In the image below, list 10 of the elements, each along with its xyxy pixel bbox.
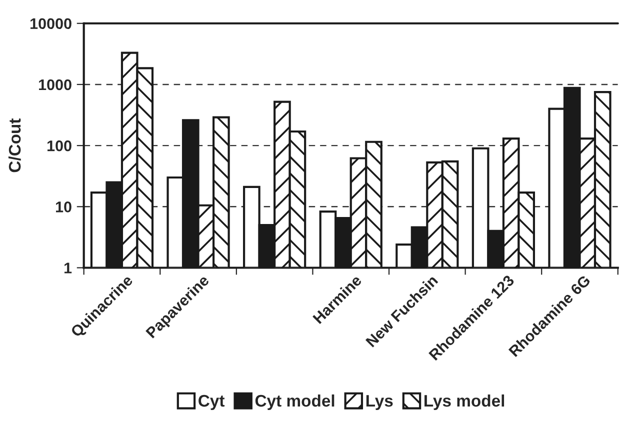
legend-label: Lys (366, 395, 393, 410)
y-axis-title: C/Cout (8, 118, 21, 172)
legend-label: Cyt (198, 394, 225, 410)
y-tick-label: 1 (64, 262, 72, 274)
y-tick-label: 100 (48, 140, 72, 152)
y-tick-label: 10 (56, 202, 72, 212)
y-tick-label: 1000 (39, 79, 72, 90)
legend-label: Cyt model (255, 394, 334, 410)
y-tick-label: 10000 (30, 18, 72, 30)
legend-label: Lys model (424, 394, 504, 410)
